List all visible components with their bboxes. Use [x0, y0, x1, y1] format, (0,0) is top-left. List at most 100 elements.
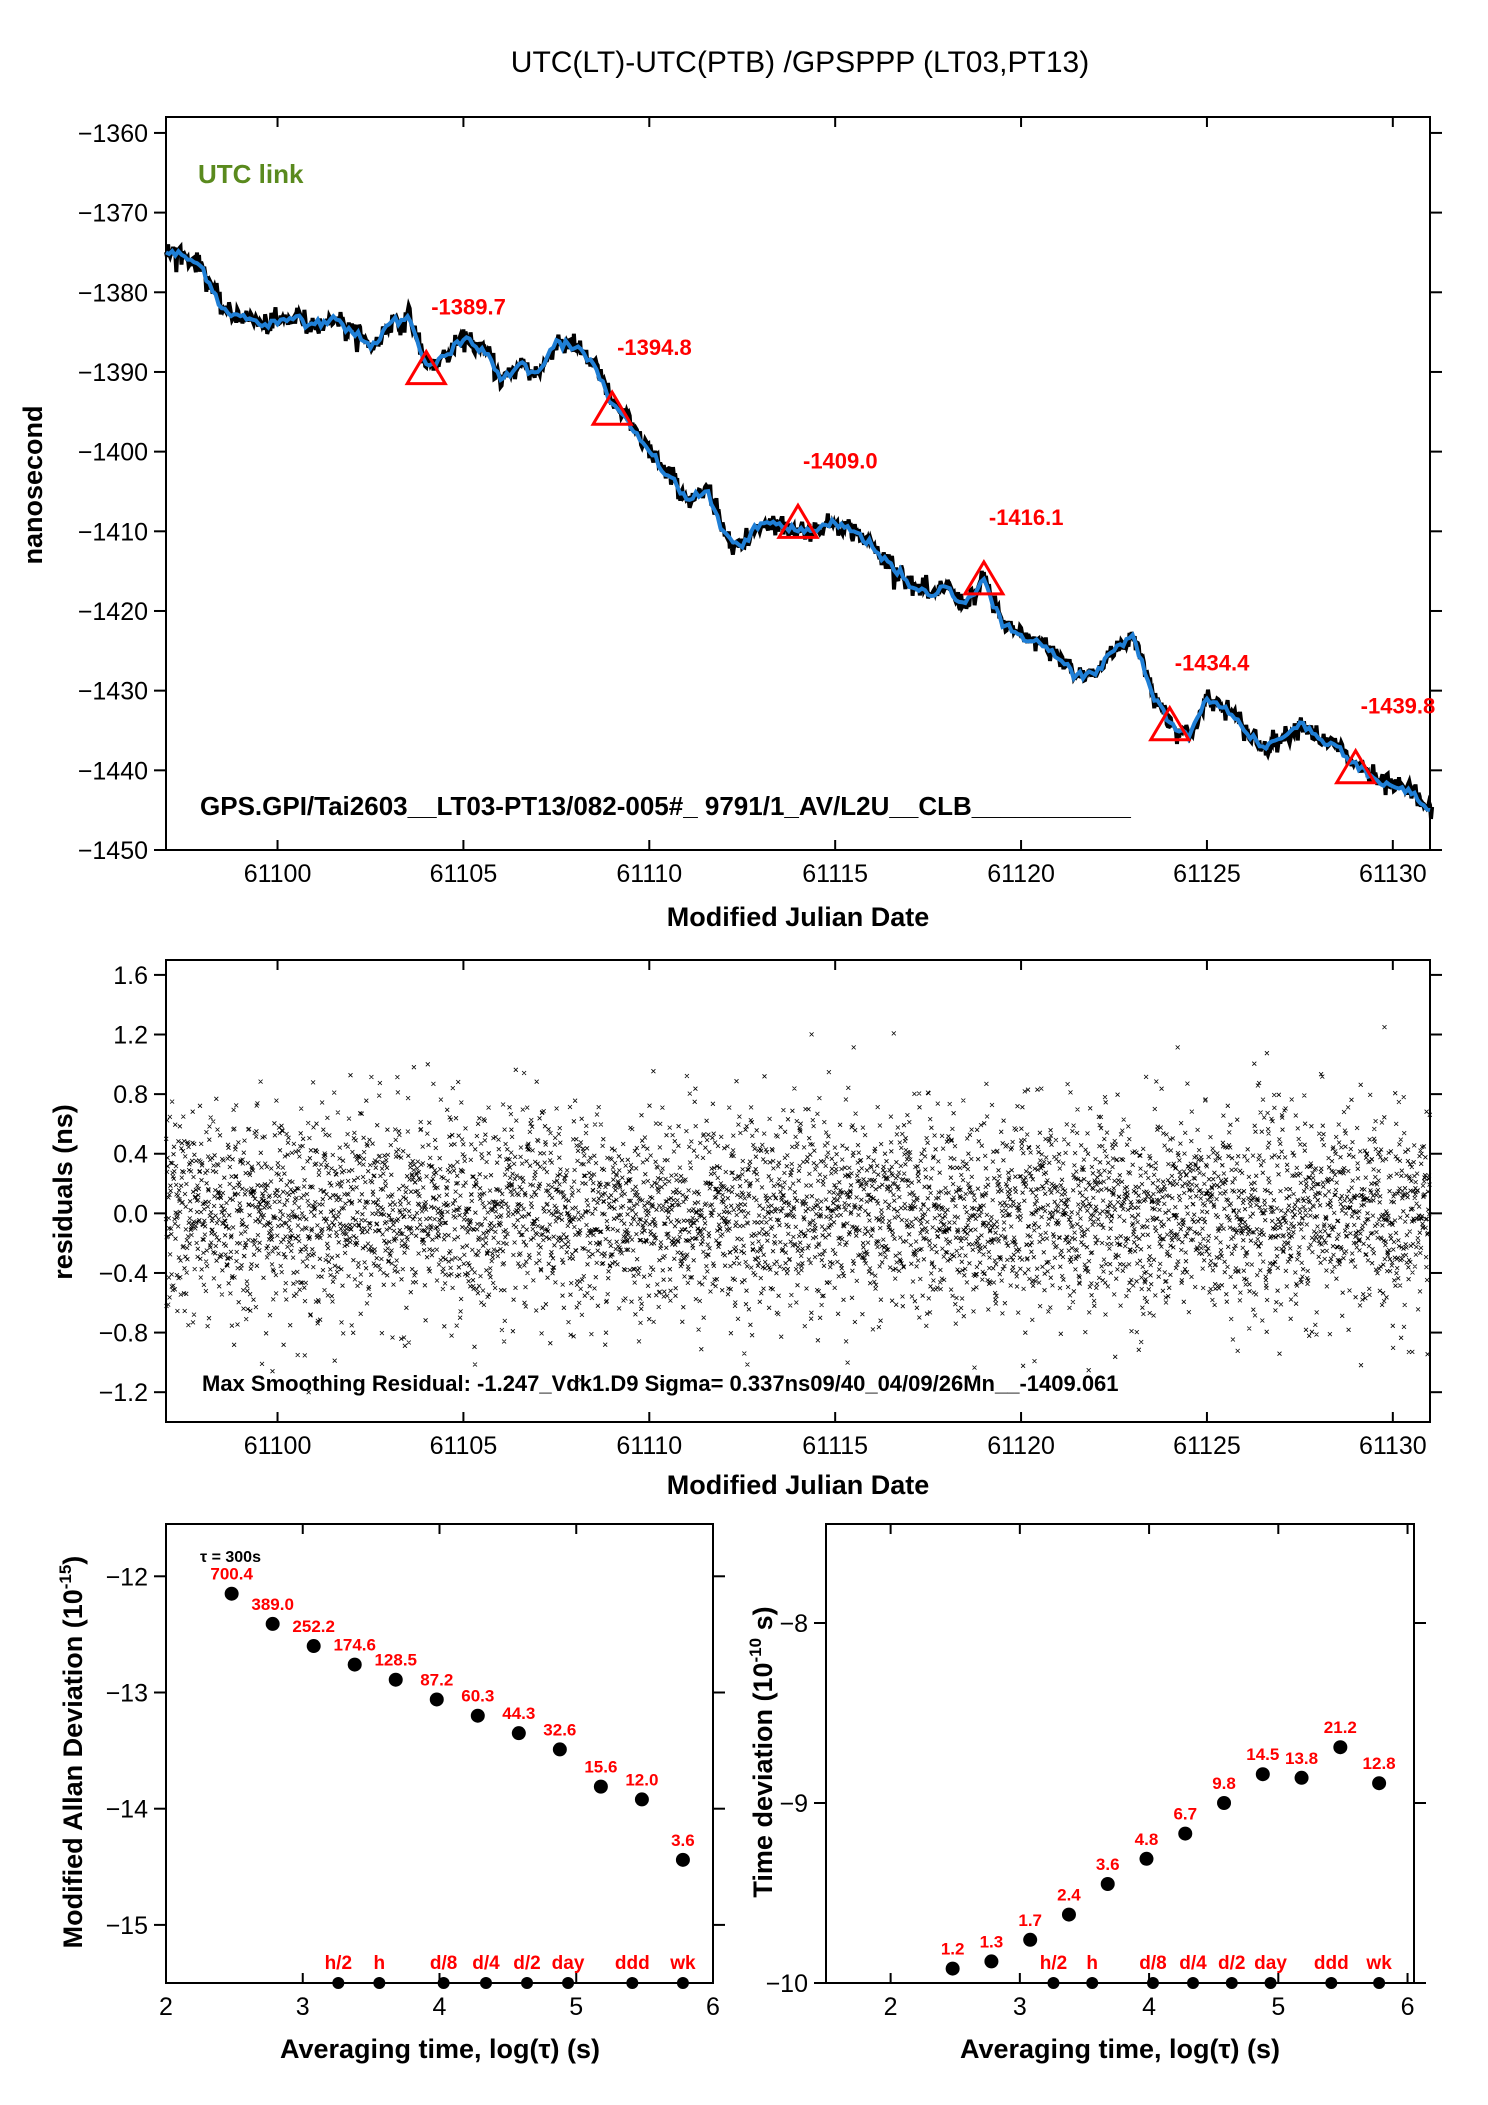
tdev-xtick-label: 6 — [1401, 1993, 1415, 2021]
top-ytick-label: −1440 — [78, 757, 148, 785]
mdev-point-label: 700.4 — [210, 1565, 253, 1584]
tdev-interval-label: d/8 — [1139, 1953, 1166, 1974]
tdev-plot-frame — [825, 1523, 1415, 1984]
mdev-point-label: 3.6 — [671, 1831, 695, 1850]
tdev-point — [1217, 1796, 1232, 1810]
middle-ylabel: residuals (ns) — [48, 1104, 78, 1280]
mdev-point — [552, 1742, 567, 1757]
mdev-interval-marker — [332, 1977, 345, 1989]
tdev-point-label: 12.8 — [1363, 1754, 1396, 1773]
tdev-ylabel: Time deviation (10-10 s) — [746, 1606, 778, 1897]
mdev-point-label: 44.3 — [502, 1704, 535, 1723]
mdev-point — [634, 1792, 649, 1807]
tdev-point-label: 13.8 — [1285, 1749, 1318, 1768]
mdev-xlabel: Averaging time, log(τ) (s) — [280, 2034, 600, 2064]
tdev-interval-label: wk — [1365, 1953, 1392, 1974]
top-axis-ticks: 61100 61105 61110 61115 61120 61125 61130 −1360… — [78, 117, 1442, 888]
top-smoothed-series — [165, 247, 1431, 813]
tdev-point-label: 4.8 — [1135, 1830, 1159, 1849]
top-ytick-label: −1360 — [78, 120, 148, 148]
mdev-panel: 2 3 4 5 6−12−13−14−15 700.4389.0252.2174.612… — [56, 1523, 725, 2064]
mdev-xtick-label: 5 — [569, 1993, 583, 2021]
middle-xtick-label: 61130 — [1359, 1432, 1427, 1460]
tdev-xtick-label: 4 — [1142, 1993, 1156, 2021]
tdev-ylabel-sup: -10 — [746, 1638, 765, 1663]
tdev-interval-label: d/4 — [1179, 1953, 1207, 1974]
mdev-plot-frame — [165, 1523, 714, 1984]
mdev-point — [593, 1779, 608, 1794]
mdev-interval-marker — [479, 1977, 492, 1989]
mdev-axis-ticks: 2 3 4 5 6 −12 −13 −14 −15 — [106, 1524, 725, 2021]
mdev-ylabel-end: ) — [58, 1556, 88, 1565]
mdev-xtick-label: 2 — [159, 1993, 173, 2021]
tdev-point-label: 2.4 — [1057, 1886, 1081, 1905]
mdev-ylabel: Modified Allan Deviation (10-15) — [56, 1556, 88, 1949]
middle-ytick-label: 0.4 — [113, 1141, 148, 1169]
tdev-point — [1139, 1851, 1154, 1866]
mdev-point-label: 12.0 — [625, 1770, 658, 1789]
top-ytick-label: −1450 — [78, 837, 148, 865]
tdev-point — [1294, 1770, 1309, 1785]
top-marker-label: -1394.8 — [617, 335, 692, 360]
mdev-ytick-label: −15 — [106, 1912, 148, 1940]
top-triangle-marker — [1334, 747, 1378, 785]
mdev-xtick-label: 3 — [296, 1993, 310, 2021]
tdev-interval-label: h — [1086, 1953, 1098, 1974]
top-xtick-label: 61110 — [616, 860, 682, 888]
middle-xtick-label: 61110 — [616, 1432, 682, 1460]
tdev-point-label: 3.6 — [1096, 1855, 1120, 1874]
top-panel: 61100 61105 61110 61115 61120 61125 61130 −1360… — [18, 116, 1442, 932]
tdev-interval-marker — [1086, 1977, 1099, 1989]
mdev-point-label: 389.0 — [251, 1595, 294, 1614]
middle-xtick-label: 61120 — [987, 1432, 1055, 1460]
mdev-point — [429, 1692, 444, 1707]
tdev-interval-label: ddd — [1314, 1953, 1349, 1974]
mdev-interval-label: d/8 — [430, 1953, 457, 1974]
tdev-point-label: 1.3 — [980, 1932, 1004, 1951]
mdev-point-label: 15.6 — [584, 1758, 617, 1777]
middle-xlabel: Modified Julian Date — [667, 1470, 930, 1500]
middle-xtick-label: 61125 — [1173, 1432, 1241, 1460]
mdev-point — [675, 1852, 690, 1867]
top-triangle-marker — [1148, 704, 1192, 742]
tdev-xtick-label: 3 — [1013, 1993, 1027, 2021]
mdev-interval-label: day — [552, 1953, 585, 1974]
tdev-point — [945, 1961, 960, 1976]
top-plot-frame — [165, 116, 1431, 851]
tdev-interval-marker — [1264, 1977, 1277, 1989]
mdev-xtick-label: 6 — [706, 1993, 720, 2021]
tdev-point-label: 1.7 — [1018, 1911, 1042, 1930]
tdev-interval-marker — [1373, 1977, 1386, 1989]
tdev-point — [1372, 1776, 1387, 1791]
middle-xtick-label: 61105 — [430, 1432, 498, 1460]
tdev-points: 1.2 1.3 1.7 2.4 3.6 4.8 6.7 9.8 14.5 13.8 21.2 12.8… — [941, 1718, 1396, 1989]
mdev-ytick-label: −12 — [106, 1563, 148, 1591]
middle-ytick-label: −0.8 — [99, 1320, 148, 1348]
mdev-point — [511, 1726, 526, 1741]
top-xtick-label: 61105 — [430, 860, 498, 888]
tdev-point — [1023, 1932, 1038, 1947]
top-ytick-label: −1380 — [78, 279, 148, 307]
mdev-interval-label: ddd — [615, 1953, 650, 1974]
middle-panel: 61100 61105 61110 61115 61120 61125 61130 1.6 1.… — [48, 959, 1442, 1500]
tdev-interval-marker — [1146, 1977, 1159, 1989]
middle-residual-points — [163, 1024, 1433, 1395]
top-xtick-label: 61100 — [244, 860, 312, 888]
mdev-interval-marker — [521, 1977, 534, 1989]
mdev-interval-label: h/2 — [325, 1953, 352, 1974]
tdev-point-label: 1.2 — [941, 1940, 965, 1959]
top-xtick-label: 61115 — [802, 860, 868, 888]
top-ytick-label: −1420 — [78, 598, 148, 626]
mdev-point-label: 252.2 — [292, 1617, 335, 1636]
top-marker-label: -1389.7 — [431, 295, 506, 320]
tdev-point-label: 9.8 — [1212, 1774, 1236, 1793]
mdev-interval-label: d/4 — [472, 1953, 500, 1974]
tdev-point-label: 21.2 — [1324, 1718, 1357, 1737]
top-triangle-marker — [590, 389, 634, 426]
tdev-panel: 2 3 4 5 6 −8 −9 −10 1.2 1.3 1.7 2.4 3.6 4.8 6.7 9.8 14.… — [746, 1523, 1426, 2064]
mdev-point-label: 87.2 — [420, 1670, 453, 1689]
middle-ytick-label: −1.2 — [99, 1379, 148, 1407]
mdev-interval-marker — [676, 1977, 689, 1989]
top-ytick-label: −1400 — [78, 439, 148, 467]
top-marker-label: -1416.1 — [989, 505, 1064, 530]
